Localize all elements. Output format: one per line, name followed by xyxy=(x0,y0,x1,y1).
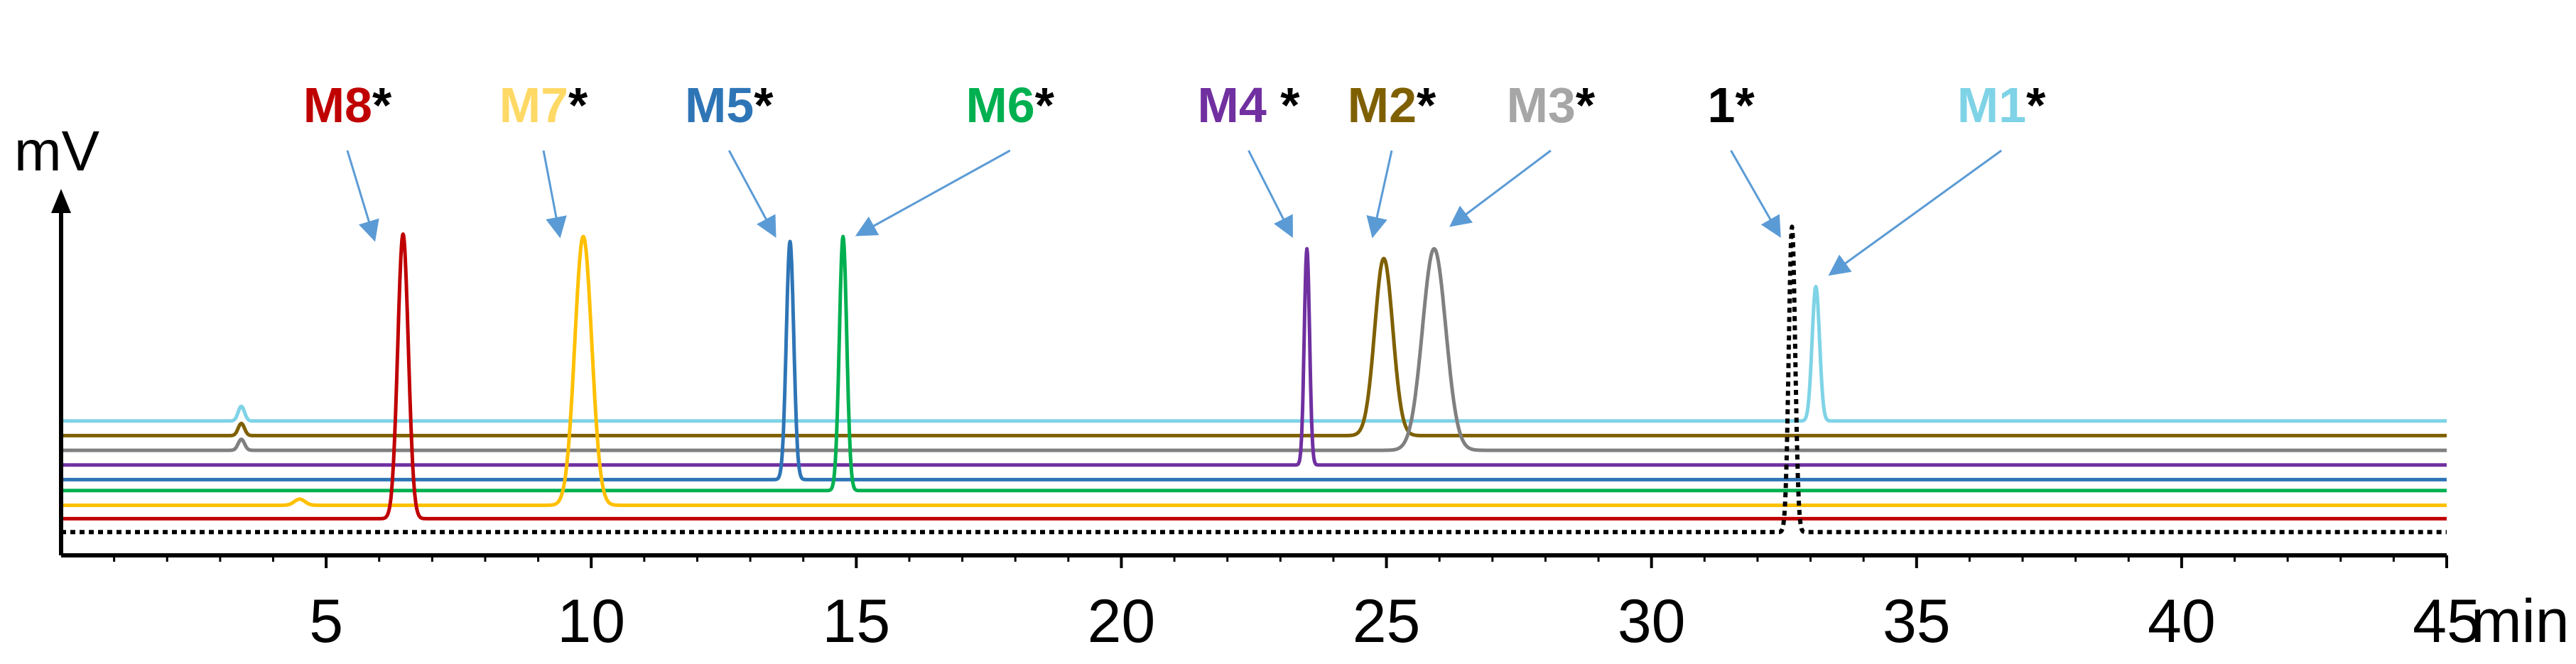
series-trace-m1 xyxy=(60,285,2448,423)
x-tick-label: 10 xyxy=(557,587,625,655)
series-trace-m6 xyxy=(60,234,2448,493)
annotation-arrow-m1 xyxy=(1828,149,2003,276)
peak-label-m2: M2* xyxy=(1348,77,1436,133)
annotation-arrow-m3 xyxy=(1449,149,1552,227)
x-tick-label: 40 xyxy=(2148,587,2216,655)
peak-label-m7: M7* xyxy=(499,77,588,133)
peak-annotations: M8* M7* M5* M6* M4 * M2* M3* 1* M1* xyxy=(303,77,2046,276)
x-tick-label: 45 xyxy=(2413,587,2481,655)
annotation-arrow-m2 xyxy=(1366,150,1393,239)
peak-label-1: 1* xyxy=(1708,77,1755,133)
series-trace-m4 xyxy=(60,246,2448,467)
series-trace-1 xyxy=(59,224,2449,535)
peak-label-m4: M4 * xyxy=(1198,77,1301,133)
x-axis-ticks: 5 10 15 20 25 30 35 40 45 xyxy=(113,555,2481,655)
x-tick-label: 35 xyxy=(1883,587,1951,655)
annotation-arrow-1 xyxy=(1730,150,1781,238)
peak-label-m6: M6* xyxy=(965,77,1054,133)
y-axis-title: mV xyxy=(14,119,100,183)
series-trace-m8 xyxy=(60,232,2448,521)
peak-label-m3: M3* xyxy=(1507,77,1596,133)
series-trace-m2 xyxy=(60,256,2448,437)
annotation-arrow-m8 xyxy=(346,150,379,242)
annotation-arrow-m6 xyxy=(855,149,1011,236)
axes: mV min xyxy=(14,119,2570,655)
series-trace-m7 xyxy=(60,234,2448,507)
annotation-arrow-m5 xyxy=(727,150,776,238)
chromatogram-traces xyxy=(59,224,2449,535)
peak-label-m5: M5* xyxy=(685,77,774,133)
annotation-arrow-m7 xyxy=(542,150,567,239)
x-axis-unit-label: min xyxy=(2471,587,2570,655)
x-tick-label: 15 xyxy=(822,587,890,655)
y-axis-arrowhead xyxy=(51,189,71,213)
peak-label-m8: M8* xyxy=(303,77,392,133)
series-trace-m3 xyxy=(60,246,2448,452)
annotation-arrow-m4 xyxy=(1248,150,1293,238)
x-tick-label: 30 xyxy=(1618,587,1686,655)
x-tick-label: 20 xyxy=(1088,587,1156,655)
series-trace-m5 xyxy=(60,239,2448,481)
x-tick-label: 25 xyxy=(1353,587,1421,655)
x-tick-label: 5 xyxy=(309,587,343,655)
peak-label-m1: M1* xyxy=(1957,77,2046,133)
